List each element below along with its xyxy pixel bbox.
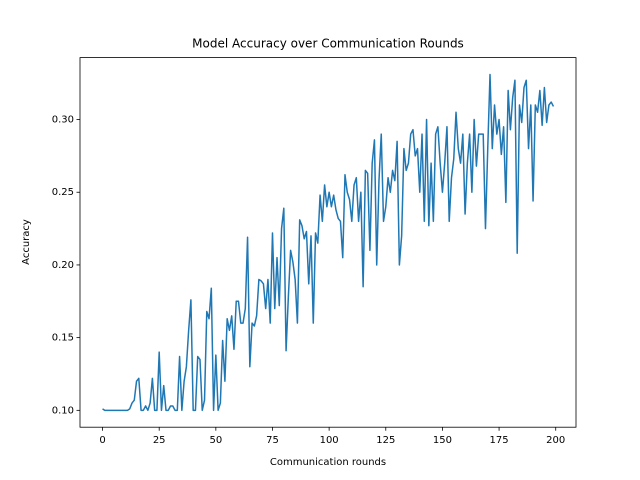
x-tick-label: 100 (320, 435, 339, 446)
y-tick-label: 0.20 (52, 260, 74, 271)
x-tick-label: 75 (266, 435, 279, 446)
y-axis-label: Accuracy (21, 219, 32, 265)
plot-frame (79, 57, 577, 428)
chart-title: Model Accuracy over Communication Rounds (192, 37, 464, 51)
x-tick-label: 200 (546, 435, 565, 446)
x-tick-label: 150 (433, 435, 452, 446)
y-tick-label: 0.25 (52, 187, 74, 198)
x-axis-label: Communication rounds (270, 457, 386, 468)
x-tick-label: 175 (490, 435, 509, 446)
x-tick-label: 50 (209, 435, 222, 446)
y-tick-label: 0.30 (52, 115, 74, 126)
data-line (102, 73, 555, 412)
x-tick-label: 0 (99, 435, 105, 446)
y-tick-label: 0.15 (52, 333, 74, 344)
x-tick-label: 25 (153, 435, 166, 446)
y-tick-label: 0.10 (52, 405, 74, 416)
x-tick-label: 125 (376, 435, 395, 446)
